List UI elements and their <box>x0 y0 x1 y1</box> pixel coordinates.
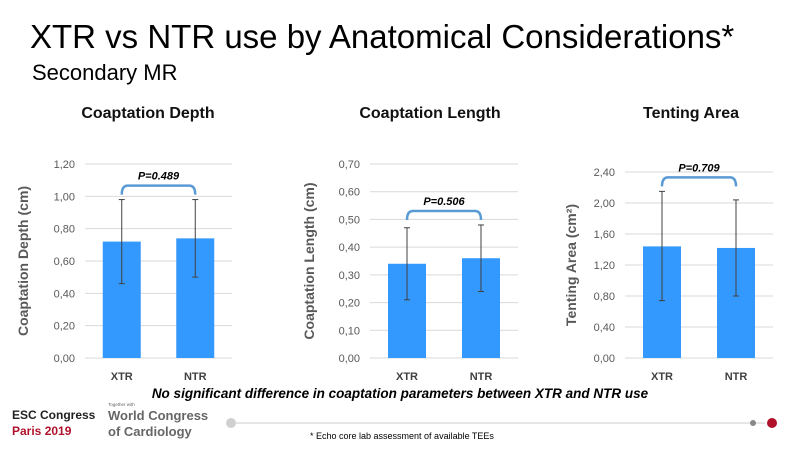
y-tick-label: 2,40 <box>594 167 615 179</box>
y-tick-label: 0,50 <box>339 214 360 226</box>
together-with: Together with <box>108 402 135 407</box>
y-tick-label: 0,70 <box>339 159 360 171</box>
p-value-label: P=0.489 <box>138 171 180 183</box>
conclusion: No significant difference in coaptation … <box>151 386 649 401</box>
y-tick-label: 0,80 <box>54 224 75 236</box>
significance-bracket <box>660 176 738 187</box>
y-tick-label: 0,80 <box>594 291 615 303</box>
y-tick-label: 1,00 <box>54 191 75 203</box>
y-tick-label: 0,60 <box>54 256 75 268</box>
x-tick-label: NTR <box>184 371 207 383</box>
significance-bracket <box>120 184 197 195</box>
y-tick-label: 0,00 <box>54 353 75 365</box>
x-tick-label: XTR <box>651 371 673 383</box>
y-tick-label: 2,00 <box>594 198 615 210</box>
y-axis-title: Coaptation Length (cm) <box>301 182 317 339</box>
significance-bracket <box>405 209 483 221</box>
y-tick-label: 0,10 <box>339 325 360 337</box>
chart-title-depth: Coaptation Depth <box>81 105 215 122</box>
esc-logo-line2: Paris 2019 <box>12 424 72 438</box>
wcc-logo-line2: of Cardiology <box>108 424 192 439</box>
slide-subtitle: Secondary MR <box>32 60 178 85</box>
y-axis-title: Tenting Area (cm²) <box>563 204 579 326</box>
x-tick-label: XTR <box>396 371 418 383</box>
y-tick-label: 0,00 <box>594 353 615 365</box>
y-tick-label: 0,40 <box>54 288 75 300</box>
y-tick-label: 0,00 <box>339 353 360 365</box>
x-tick-label: NTR <box>725 371 748 383</box>
p-value-label: P=0.709 <box>678 162 720 174</box>
y-tick-label: 0,40 <box>339 242 360 254</box>
chart-title-tenting: Tenting Area <box>642 105 739 122</box>
y-tick-label: 0,30 <box>339 270 360 282</box>
y-tick-label: 1,60 <box>594 229 615 241</box>
y-tick-label: 1,20 <box>594 260 615 272</box>
p-value-label: P=0.506 <box>423 196 465 208</box>
y-axis-title: Coaptation Depth (cm) <box>15 186 31 336</box>
y-tick-label: 0,60 <box>339 187 360 199</box>
footnote: * Echo core lab assessment of available … <box>310 431 494 441</box>
chart-title-length: Coaptation Length <box>359 105 501 122</box>
wcc-logo-line1: World Congress <box>108 408 209 423</box>
esc-logo-line1: ESC Congress <box>12 408 96 422</box>
y-tick-label: 0,40 <box>594 322 615 334</box>
y-tick-label: 1,20 <box>54 159 75 171</box>
y-tick-label: 0,20 <box>54 321 75 333</box>
slide-title: XTR vs NTR use by Anatomical Considerati… <box>30 18 735 55</box>
y-tick-label: 0,20 <box>339 298 360 310</box>
x-tick-label: XTR <box>111 371 133 383</box>
x-tick-label: NTR <box>470 371 493 383</box>
